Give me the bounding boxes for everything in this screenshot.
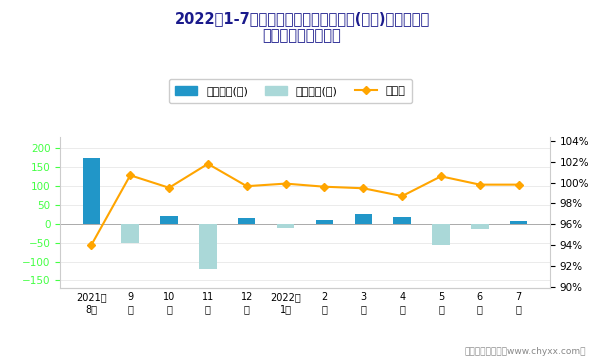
Legend: 积压库存(辆), 清仓库存(辆), 产销率: 积压库存(辆), 清仓库存(辆), 产销率	[169, 79, 412, 103]
Bar	[199, 224, 217, 269]
Bar	[316, 220, 333, 224]
Bar	[510, 221, 527, 224]
Bar	[355, 213, 372, 224]
Bar	[471, 224, 489, 229]
Bar	[160, 216, 178, 224]
Text: 2022年1-7月上汽通用旗下最畅销轿车(威朗)近一年库存
情况及产销率统计图: 2022年1-7月上汽通用旗下最畅销轿车(威朗)近一年库存 情况及产销率统计图	[175, 11, 429, 43]
Bar	[83, 158, 100, 224]
Text: 制图：智研咨询（www.chyxx.com）: 制图：智研咨询（www.chyxx.com）	[464, 347, 586, 356]
Bar	[432, 224, 450, 244]
Bar	[393, 217, 411, 224]
Bar	[277, 224, 294, 228]
Bar	[121, 224, 139, 243]
Bar	[238, 218, 255, 224]
